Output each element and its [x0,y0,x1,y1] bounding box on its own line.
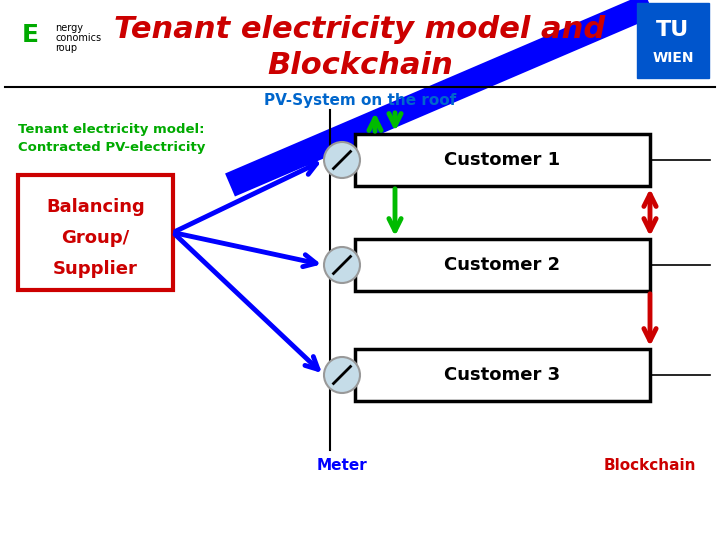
Text: nergy: nergy [55,23,83,33]
FancyBboxPatch shape [355,349,650,401]
Text: Blockchain: Blockchain [267,51,453,79]
FancyBboxPatch shape [355,134,650,186]
Text: Group/: Group/ [61,230,130,247]
Text: TU: TU [657,20,690,40]
Text: roup: roup [55,43,77,53]
FancyBboxPatch shape [355,239,650,291]
Text: Customer 2: Customer 2 [444,256,561,274]
Circle shape [324,142,360,178]
Text: Contracted PV-electricity: Contracted PV-electricity [18,140,205,153]
Text: Customer 3: Customer 3 [444,366,561,384]
Text: Balancing: Balancing [46,198,145,216]
Text: Blockchain: Blockchain [604,457,696,472]
Text: Tenant electricity model and: Tenant electricity model and [114,16,606,44]
Text: WIEN: WIEN [652,51,694,65]
Bar [0,0,720,90]
Text: Tenant electricity model:: Tenant electricity model: [18,124,204,137]
FancyBboxPatch shape [637,3,709,78]
Circle shape [324,247,360,283]
Text: PV-System on the roof: PV-System on the roof [264,92,456,107]
Text: Customer 1: Customer 1 [444,151,561,169]
Text: Supplier: Supplier [53,260,138,278]
Text: conomics: conomics [55,33,101,43]
Text: E: E [22,23,38,47]
Text: Meter: Meter [317,457,367,472]
Circle shape [324,357,360,393]
FancyBboxPatch shape [18,175,173,290]
